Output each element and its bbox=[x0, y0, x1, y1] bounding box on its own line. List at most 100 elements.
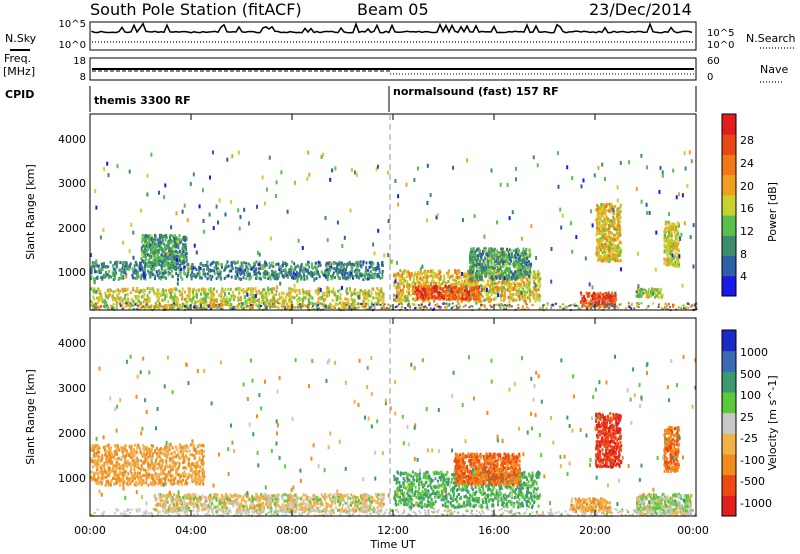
heatmap-cell bbox=[413, 285, 416, 289]
heatmap-cell bbox=[341, 300, 344, 304]
heatmap-cell bbox=[232, 293, 235, 297]
heatmap-cell bbox=[609, 296, 612, 300]
heatmap-cell bbox=[180, 268, 183, 271]
heatmap-cell bbox=[491, 288, 494, 292]
heatmap-cell bbox=[315, 291, 318, 295]
heatmap-cell bbox=[454, 288, 457, 292]
heatmap-cell bbox=[508, 286, 511, 290]
heatmap-cell bbox=[532, 273, 535, 277]
heatmap-cell bbox=[550, 279, 553, 284]
heatmap-cell bbox=[230, 264, 233, 268]
heatmap-cell bbox=[508, 248, 511, 252]
heatmap-cell bbox=[170, 240, 173, 244]
heatmap-cell bbox=[148, 254, 151, 258]
heatmap-cell bbox=[613, 221, 616, 225]
heatmap-cell bbox=[530, 271, 533, 275]
heatmap-cell bbox=[93, 297, 96, 301]
heatmap-cell bbox=[483, 261, 486, 265]
heatmap-cell bbox=[603, 207, 605, 211]
heatmap-cell bbox=[90, 275, 93, 279]
heatmap-cell bbox=[158, 296, 160, 300]
heatmap-cell bbox=[595, 247, 598, 251]
heatmap-cell bbox=[527, 280, 530, 284]
heatmap-cell bbox=[642, 289, 645, 293]
heatmap-cell bbox=[353, 269, 356, 273]
heatmap-cell bbox=[403, 269, 406, 273]
heatmap-cell bbox=[183, 238, 186, 241]
heatmap-cell bbox=[245, 277, 248, 280]
heatmap-cell bbox=[400, 278, 402, 282]
heatmap-cell bbox=[486, 279, 489, 283]
heatmap-cell bbox=[171, 269, 173, 273]
heatmap-cell bbox=[506, 277, 509, 281]
heatmap-cell bbox=[304, 304, 307, 308]
heatmap-cell bbox=[517, 268, 520, 272]
heatmap-cell bbox=[598, 220, 601, 224]
heatmap-cell bbox=[535, 295, 538, 299]
heatmap-cell bbox=[177, 246, 180, 250]
heatmap-cell bbox=[108, 290, 111, 294]
heatmap-cell bbox=[411, 289, 414, 293]
heatmap-cell bbox=[279, 265, 282, 269]
heatmap-cell bbox=[583, 299, 586, 303]
heatmap-cell bbox=[318, 302, 321, 306]
heatmap-cell bbox=[377, 261, 380, 265]
heatmap-cell bbox=[348, 273, 351, 277]
heatmap-cell bbox=[607, 298, 610, 302]
heatmap-cell bbox=[298, 274, 301, 278]
heatmap-cell bbox=[598, 294, 601, 298]
heatmap-cell bbox=[396, 285, 399, 289]
heatmap-cell bbox=[200, 300, 203, 304]
heatmap-cell bbox=[401, 273, 404, 277]
heatmap-cell bbox=[216, 303, 219, 307]
heatmap-cell bbox=[663, 261, 666, 265]
heatmap-cell bbox=[170, 254, 173, 258]
heatmap-cell bbox=[248, 274, 251, 278]
heatmap-cell bbox=[203, 297, 206, 300]
heatmap-cell bbox=[519, 254, 522, 258]
heatmap-cell bbox=[535, 293, 538, 297]
nsearch-tick-bottom: 10^0 bbox=[707, 40, 734, 51]
heatmap-cell bbox=[446, 285, 449, 289]
heatmap-cell bbox=[393, 280, 396, 284]
heatmap-cell bbox=[508, 252, 510, 256]
heatmap-cell bbox=[365, 261, 368, 265]
heatmap-cell bbox=[155, 243, 158, 247]
heatmap-cell bbox=[490, 250, 493, 253]
heatmap-cell bbox=[536, 297, 539, 301]
heatmap-cell bbox=[534, 273, 536, 277]
heatmap-cell bbox=[137, 299, 140, 303]
heatmap-cell bbox=[325, 271, 328, 275]
heatmap-cell bbox=[596, 226, 599, 230]
heatmap-cell bbox=[508, 262, 511, 266]
heatmap-cell bbox=[90, 270, 93, 273]
heatmap-cell bbox=[157, 288, 160, 293]
heatmap-cell bbox=[207, 267, 210, 271]
heatmap-cell bbox=[215, 263, 218, 267]
heatmap-cell bbox=[189, 273, 192, 277]
heatmap-cell bbox=[458, 291, 461, 295]
heatmap-cell bbox=[488, 290, 490, 294]
heatmap-cell bbox=[428, 294, 431, 298]
heatmap-cell bbox=[675, 243, 678, 247]
heatmap-cell bbox=[230, 303, 233, 307]
heatmap-cell bbox=[198, 265, 201, 269]
heatmap-cell bbox=[602, 301, 605, 305]
heatmap-cell bbox=[251, 298, 254, 302]
heatmap-cell bbox=[488, 271, 491, 275]
heatmap-cell bbox=[307, 298, 310, 302]
heatmap-cell bbox=[596, 220, 599, 224]
heatmap-cell bbox=[200, 276, 203, 280]
heatmap-cell bbox=[326, 277, 329, 281]
heatmap-cell bbox=[158, 300, 161, 304]
heatmap-cell bbox=[212, 293, 215, 297]
heatmap-cell bbox=[101, 265, 104, 269]
heatmap-cell bbox=[171, 234, 174, 238]
heatmap-cell bbox=[636, 294, 639, 298]
heatmap-cell bbox=[147, 264, 150, 268]
heatmap-cell bbox=[341, 265, 344, 269]
heatmap-cell bbox=[494, 275, 497, 279]
heatmap-cell bbox=[485, 272, 488, 276]
heatmap-cell bbox=[211, 275, 214, 279]
heatmap-cell bbox=[494, 285, 497, 289]
